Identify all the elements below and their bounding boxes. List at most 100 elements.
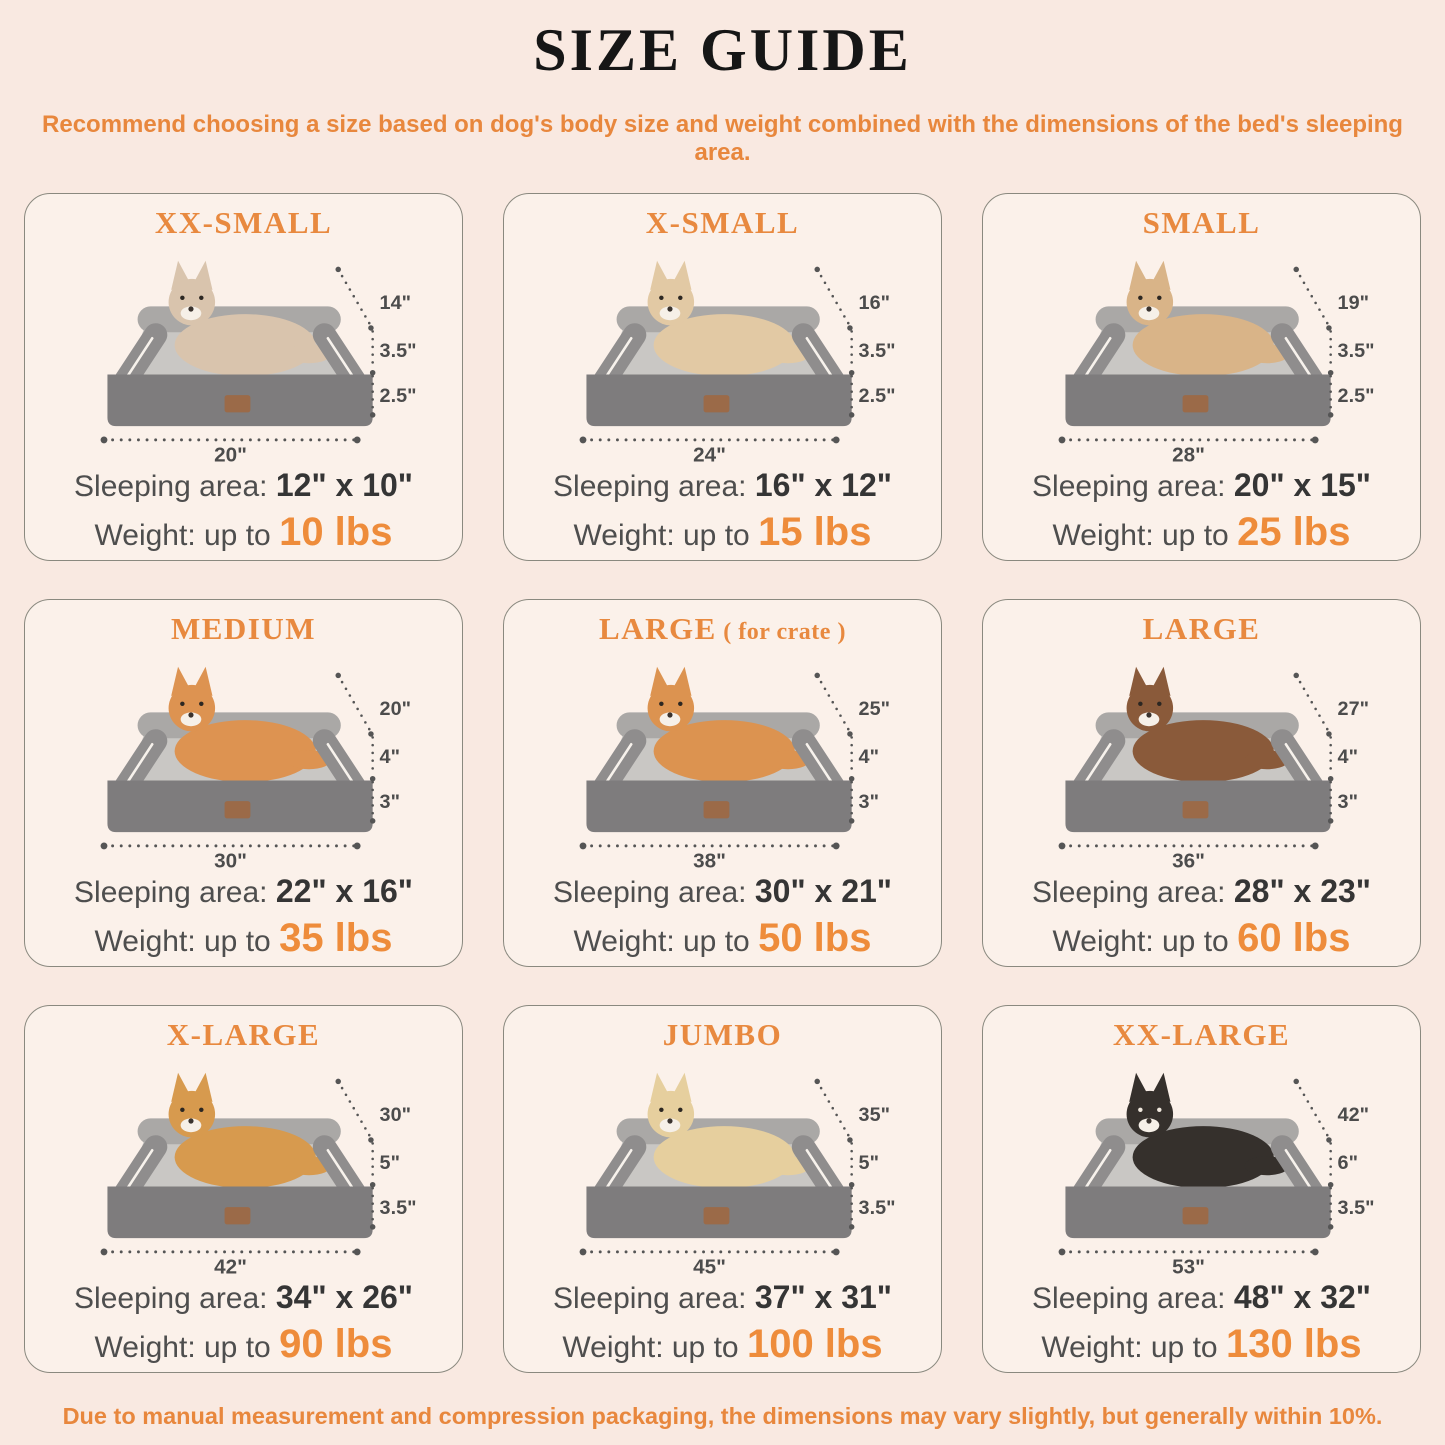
dim-base-label: 3.5" <box>859 1197 896 1219</box>
brand-label-tag <box>1182 395 1209 413</box>
dim-bolster-label: 4" <box>380 746 400 768</box>
dimension-annotations: 30" 5" 3.5" 42" <box>100 1078 417 1276</box>
dim-bolster-label: 3.5" <box>380 340 417 362</box>
weight-line: Weight: up to 15 lbs <box>573 510 872 554</box>
dim-bolster-label: 5" <box>380 1152 400 1174</box>
brand-label-tag <box>224 395 251 413</box>
size-card-xx-large: XX-LARGE <box>982 1005 1421 1373</box>
dim-bolster-label: 6" <box>1338 1152 1358 1174</box>
dog-bed-graphic <box>586 1072 852 1239</box>
sleeping-area-line: Sleeping area: 20" x 15" <box>1032 467 1371 503</box>
bed-illustration: 19" 3.5" 2.5" 28" <box>1058 260 1375 464</box>
card-title: JUMBO <box>662 1017 783 1052</box>
dim-base-label: 2.5" <box>1338 385 1375 407</box>
dim-depth-label: 16" <box>859 292 890 314</box>
dim-width-label: 38" <box>693 849 726 870</box>
dog-bed-graphic <box>586 666 852 833</box>
dim-base-label: 3" <box>1338 791 1358 813</box>
dog-bed-graphic <box>107 260 373 427</box>
weight-line: Weight: up to 60 lbs <box>1052 916 1351 960</box>
dim-width-label: 24" <box>693 443 726 464</box>
dim-bolster-label: 4" <box>859 746 879 768</box>
bed-illustration: 20" 4" 3" 30" <box>100 666 411 870</box>
sleeping-area-line: Sleeping area: 37" x 31" <box>553 1279 892 1315</box>
pet-corgi <box>168 666 332 783</box>
pet-french-bulldog <box>1126 260 1290 377</box>
weight-line: Weight: up to 35 lbs <box>94 916 393 960</box>
brand-label-tag <box>224 801 251 819</box>
dim-depth-label: 30" <box>380 1104 411 1126</box>
size-card-large-for-crate: LARGE ( for crate ) <box>503 599 942 967</box>
brand-label-tag <box>1182 1207 1209 1225</box>
dim-base-label: 3" <box>859 791 879 813</box>
dim-width-label: 45" <box>693 1255 726 1276</box>
size-card-small: SMALL <box>982 193 1421 561</box>
sleeping-area-line: Sleeping area: 16" x 12" <box>553 467 892 503</box>
dimension-annotations: 16" 3.5" 2.5" 24" <box>579 266 896 464</box>
weight-line: Weight: up to 130 lbs <box>1041 1322 1362 1366</box>
sleeping-area-line: Sleeping area: 30" x 21" <box>553 873 892 909</box>
bed-illustration: 16" 3.5" 2.5" 24" <box>579 260 896 464</box>
weight-line: Weight: up to 50 lbs <box>573 916 872 960</box>
card-title: SMALL <box>1142 205 1261 240</box>
dog-bed-graphic <box>107 666 373 833</box>
dimension-annotations: 14" 3.5" 2.5" 20" <box>100 266 417 464</box>
brand-label-tag <box>703 801 730 819</box>
brand-label-tag <box>1182 801 1209 819</box>
sleeping-area-line: Sleeping area: 48" x 32" <box>1032 1279 1371 1315</box>
weight-line: Weight: up to 10 lbs <box>94 510 393 554</box>
pet-golden-retriever <box>168 1072 332 1189</box>
dim-base-label: 2.5" <box>859 385 896 407</box>
dim-base-label: 3.5" <box>380 1197 417 1219</box>
dim-bolster-label: 5" <box>859 1152 879 1174</box>
dim-width-label: 28" <box>1172 443 1205 464</box>
card-title: X-SMALL <box>645 205 800 240</box>
dim-width-label: 20" <box>214 443 247 464</box>
dimension-annotations: 42" 6" 3.5" 53" <box>1058 1078 1374 1276</box>
dim-base-label: 2.5" <box>380 385 417 407</box>
dim-bolster-label: 3.5" <box>859 340 896 362</box>
card-title: XX-SMALL <box>154 205 333 240</box>
dim-depth-label: 25" <box>859 698 890 720</box>
dimension-annotations: 25" 4" 3" 38" <box>579 672 890 870</box>
brand-label-tag <box>703 395 730 413</box>
brand-label-tag <box>224 1207 251 1225</box>
weight-line: Weight: up to 90 lbs <box>94 1322 393 1366</box>
dog-bed-graphic <box>1065 1072 1331 1239</box>
dim-width-label: 30" <box>214 849 247 870</box>
dim-depth-label: 20" <box>380 698 411 720</box>
dimension-annotations: 27" 4" 3" 36" <box>1058 672 1369 870</box>
dim-depth-label: 27" <box>1338 698 1369 720</box>
card-title: XX-LARGE <box>1112 1017 1291 1052</box>
brand-label-tag <box>703 1207 730 1225</box>
pet-labrador <box>647 1072 811 1189</box>
dog-bed-graphic <box>107 1072 373 1239</box>
dim-depth-label: 19" <box>1338 292 1369 314</box>
dimension-annotations: 19" 3.5" 2.5" 28" <box>1058 266 1375 464</box>
dimension-annotations: 35" 5" 3.5" 45" <box>579 1078 896 1276</box>
page-subtitle: Recommend choosing a size based on dog's… <box>42 111 1403 166</box>
pet-shiba-inu <box>647 666 811 783</box>
bed-illustration: 42" 6" 3.5" 53" <box>1058 1072 1374 1276</box>
size-card-xx-small: XX-SMALL <box>24 193 463 561</box>
bed-illustration: 27" 4" 3" 36" <box>1058 666 1369 870</box>
size-card-medium: MEDIUM <box>24 599 463 967</box>
sleeping-area-line: Sleeping area: 12" x 10" <box>74 467 413 503</box>
sleeping-area-line: Sleeping area: 28" x 23" <box>1032 873 1371 909</box>
dim-width-label: 42" <box>214 1255 247 1276</box>
card-title: X-LARGE <box>166 1017 321 1052</box>
card-title: LARGE <box>1142 611 1261 646</box>
size-card-jumbo: JUMBO <box>503 1005 942 1373</box>
dimension-annotations: 20" 4" 3" 30" <box>100 672 411 870</box>
weight-line: Weight: up to 25 lbs <box>1052 510 1351 554</box>
card-title: LARGE ( for crate ) <box>599 611 846 646</box>
dim-width-label: 53" <box>1172 1255 1205 1276</box>
header: SIZE GUIDE Recommend choosing a size bas… <box>0 0 1445 167</box>
dim-base-label: 3" <box>380 791 400 813</box>
page-title: SIZE GUIDE <box>533 17 912 83</box>
weight-line: Weight: up to 100 lbs <box>562 1322 883 1366</box>
dog-bed-graphic <box>1065 260 1331 427</box>
bed-illustration: 30" 5" 3.5" 42" <box>100 1072 417 1276</box>
pet-ragdoll-cat <box>168 260 332 377</box>
size-card-x-small: X-SMALL <box>503 193 942 561</box>
